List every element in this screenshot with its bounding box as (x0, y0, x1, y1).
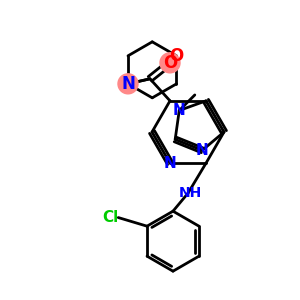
Circle shape (118, 74, 138, 94)
Text: O: O (169, 47, 184, 65)
Text: NH: NH (178, 186, 202, 200)
Text: N: N (173, 103, 186, 118)
Text: O: O (163, 54, 177, 72)
Text: N: N (121, 75, 135, 93)
Circle shape (160, 53, 180, 73)
Text: N: N (196, 143, 208, 158)
Text: Cl: Cl (102, 210, 119, 225)
Text: N: N (164, 156, 176, 171)
